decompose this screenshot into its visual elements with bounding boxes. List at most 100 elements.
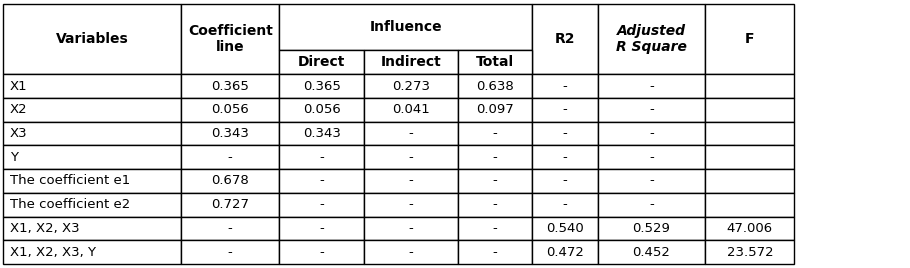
Bar xyxy=(181,122,279,145)
Bar xyxy=(181,145,279,169)
Bar xyxy=(458,169,532,193)
Bar xyxy=(705,193,794,217)
Bar xyxy=(3,122,181,145)
Text: -: - xyxy=(409,245,413,259)
Text: -: - xyxy=(649,127,654,140)
Text: -: - xyxy=(409,151,413,164)
Bar xyxy=(598,169,705,193)
Text: 0.472: 0.472 xyxy=(546,245,584,259)
Text: 0.365: 0.365 xyxy=(211,80,249,92)
Bar xyxy=(705,169,794,193)
Bar xyxy=(705,240,794,264)
Text: F: F xyxy=(745,32,754,46)
Bar xyxy=(458,145,532,169)
Bar xyxy=(3,98,181,122)
Text: -: - xyxy=(562,174,568,187)
Bar xyxy=(364,50,458,74)
Bar xyxy=(181,217,279,240)
Text: 0.727: 0.727 xyxy=(211,198,249,211)
Bar xyxy=(598,74,705,98)
Bar xyxy=(364,145,458,169)
Bar xyxy=(3,193,181,217)
Bar xyxy=(181,74,279,98)
Text: -: - xyxy=(409,222,413,235)
Text: -: - xyxy=(319,222,324,235)
Text: -: - xyxy=(492,174,498,187)
Bar xyxy=(3,4,181,74)
Bar xyxy=(279,4,532,50)
Text: 0.056: 0.056 xyxy=(211,103,249,116)
Text: Influence: Influence xyxy=(369,20,442,34)
Text: R2: R2 xyxy=(555,32,575,46)
Text: Adjusted
R Square: Adjusted R Square xyxy=(616,24,687,54)
Text: Direct: Direct xyxy=(298,55,346,69)
Bar xyxy=(532,240,598,264)
Text: -: - xyxy=(228,245,233,259)
Text: -: - xyxy=(228,222,233,235)
Bar xyxy=(458,98,532,122)
Bar xyxy=(279,169,364,193)
Text: 0.343: 0.343 xyxy=(211,127,249,140)
Text: 0.529: 0.529 xyxy=(632,222,671,235)
Text: The coefficient e1: The coefficient e1 xyxy=(10,174,130,187)
Bar xyxy=(598,240,705,264)
Bar xyxy=(279,193,364,217)
Text: 23.572: 23.572 xyxy=(726,245,774,259)
Bar xyxy=(458,217,532,240)
Text: 0.097: 0.097 xyxy=(476,103,514,116)
Text: -: - xyxy=(562,151,568,164)
Bar xyxy=(3,169,181,193)
Bar xyxy=(279,122,364,145)
Text: The coefficient e2: The coefficient e2 xyxy=(10,198,130,211)
Text: -: - xyxy=(319,198,324,211)
Bar xyxy=(705,4,794,74)
Bar xyxy=(181,4,279,74)
Bar xyxy=(3,145,181,169)
Bar xyxy=(364,74,458,98)
Bar xyxy=(532,74,598,98)
Bar xyxy=(532,169,598,193)
Text: -: - xyxy=(562,103,568,116)
Text: -: - xyxy=(649,151,654,164)
Bar xyxy=(532,193,598,217)
Text: -: - xyxy=(649,198,654,211)
Bar xyxy=(181,169,279,193)
Text: 0.540: 0.540 xyxy=(546,222,584,235)
Bar xyxy=(181,98,279,122)
Text: 0.041: 0.041 xyxy=(392,103,430,116)
Bar xyxy=(279,98,364,122)
Bar xyxy=(705,145,794,169)
Text: -: - xyxy=(228,151,233,164)
Text: -: - xyxy=(319,245,324,259)
Bar xyxy=(364,98,458,122)
Text: -: - xyxy=(492,127,498,140)
Text: -: - xyxy=(319,151,324,164)
Text: X1, X2, X3: X1, X2, X3 xyxy=(10,222,80,235)
Text: Total: Total xyxy=(476,55,514,69)
Text: 0.452: 0.452 xyxy=(632,245,671,259)
Text: Indirect: Indirect xyxy=(380,55,441,69)
Text: -: - xyxy=(409,198,413,211)
Bar xyxy=(3,217,181,240)
Bar xyxy=(458,193,532,217)
Text: 0.365: 0.365 xyxy=(303,80,340,92)
Text: -: - xyxy=(492,151,498,164)
Text: -: - xyxy=(492,198,498,211)
Text: -: - xyxy=(409,127,413,140)
Bar xyxy=(279,50,364,74)
Bar xyxy=(532,217,598,240)
Text: Coefficient
line: Coefficient line xyxy=(187,24,273,54)
Bar xyxy=(598,145,705,169)
Bar xyxy=(705,74,794,98)
Bar xyxy=(3,74,181,98)
Text: 47.006: 47.006 xyxy=(727,222,773,235)
Text: -: - xyxy=(409,174,413,187)
Bar xyxy=(279,240,364,264)
Text: 0.638: 0.638 xyxy=(476,80,514,92)
Bar xyxy=(364,240,458,264)
Bar xyxy=(705,122,794,145)
Text: -: - xyxy=(319,174,324,187)
Bar xyxy=(364,169,458,193)
Bar xyxy=(458,122,532,145)
Bar xyxy=(279,145,364,169)
